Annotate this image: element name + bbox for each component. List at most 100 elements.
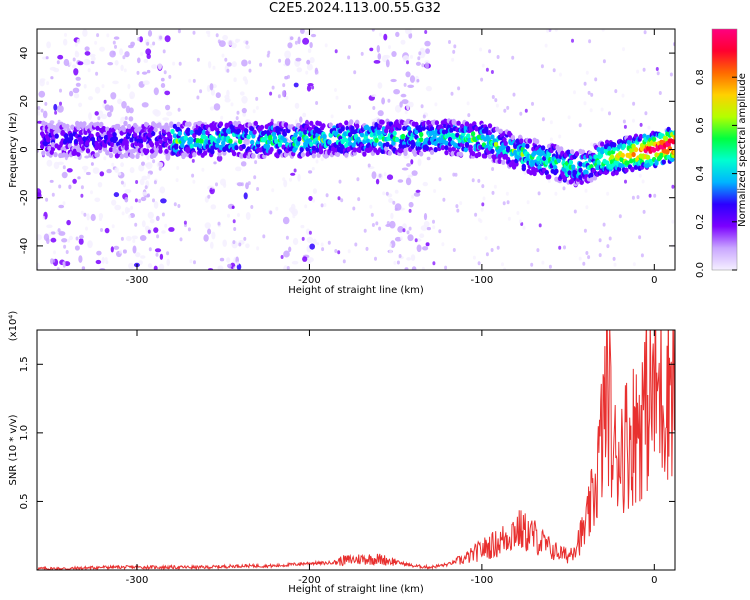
spectrogram-noise-cell — [132, 239, 136, 243]
spectrogram-ridge-cell — [158, 144, 163, 150]
spectrogram-noise-cell — [491, 167, 495, 171]
spectrogram-noise-cell — [142, 80, 150, 85]
spectrogram-noise-cell — [80, 193, 84, 198]
spectrogram-noise-cell — [365, 246, 369, 251]
spectrogram-noise-cell — [614, 89, 618, 94]
spectrogram-ridge-cell — [493, 141, 499, 147]
spectrogram-noise-cell — [125, 236, 132, 242]
spectrogram-noise-cell — [158, 263, 165, 270]
spectrogram-noise-cell — [411, 194, 415, 199]
spectrogram-ridge-cell — [387, 150, 392, 156]
spectrogram-ridge-cell — [221, 140, 226, 146]
spectrogram-ridge-cell — [95, 121, 100, 127]
spectrogram-noise-cell — [90, 60, 95, 65]
spectrogram-ridge-cell — [105, 150, 110, 156]
spectrogram-noise-cell — [75, 82, 81, 87]
spectrogram-noise-cell — [398, 254, 402, 258]
spectrogram-noise-cell — [642, 67, 646, 72]
spectrogram-noise-cell — [415, 189, 421, 193]
spectrogram-ridge-cell — [303, 129, 308, 135]
spectrogram-noise-cell — [275, 206, 279, 211]
spectrogram-noise-cell — [46, 41, 51, 49]
spectrogram-noise-cell — [524, 108, 528, 113]
spectrogram-noise-cell — [360, 51, 364, 56]
spectrogram-noise-cell — [46, 81, 50, 86]
spectrogram-noise-cell — [638, 235, 642, 240]
spectrogram-noise-cell — [143, 58, 149, 63]
spectrogram-noise-cell — [68, 61, 72, 66]
spectrogram-noise-cell — [425, 48, 430, 54]
spectrogram-noise-cell — [74, 245, 80, 251]
spectrogram-noise-cell — [177, 107, 181, 112]
spectrogram-noise-cell — [594, 77, 598, 82]
spectrogram-noise-cell — [375, 178, 380, 185]
spectrogram-ridge-cell — [186, 130, 191, 136]
spectrogram-noise-cell — [585, 251, 589, 255]
spectrogram-noise-cell — [377, 53, 382, 60]
spectrogram-noise-cell — [106, 33, 110, 38]
spectrogram-noise-cell — [196, 95, 200, 100]
spectrogram-ridge-cell — [102, 146, 108, 152]
spectrogram-noise-cell — [658, 91, 662, 95]
spectrogram-ridge-cell — [440, 145, 446, 151]
spectrogram-noise-cell — [114, 44, 117, 49]
spectrogram-noise-cell — [671, 184, 675, 189]
spectrogram-ridge-cell — [309, 141, 314, 147]
spectrogram-ridge-cell — [76, 125, 81, 131]
spectrogram-noise-cell — [127, 83, 131, 90]
spectrogram-ridge-cell — [76, 151, 81, 157]
spectrogram-noise-cell — [503, 267, 507, 270]
spectrogram-ridge-cell — [99, 121, 104, 127]
spectrogram-noise-cell — [99, 171, 105, 177]
spectrogram-ridge-cell — [259, 124, 265, 130]
spectrogram-noise-cell — [490, 70, 494, 74]
spectrogram-noise-cell — [548, 29, 552, 32]
spectrogram-noise-cell — [389, 220, 396, 229]
spectrogram-noise-cell — [159, 35, 163, 40]
spectrogram-ridge-cell — [616, 166, 622, 172]
spectrogram-noise-cell — [417, 56, 421, 61]
spectrogram-noise-cell — [114, 204, 122, 211]
spectrogram-ridge-cell — [433, 140, 438, 146]
spectrogram-noise-cell — [245, 119, 251, 124]
spectrogram-noise-cell — [56, 105, 64, 113]
spectrogram-noise-cell — [129, 91, 136, 100]
spectrogram-ridge-cell — [542, 155, 547, 161]
spectrogram-noise-cell — [383, 172, 387, 177]
spectrogram-noise-cell — [122, 55, 126, 60]
spectrogram-noise-cell — [583, 81, 587, 86]
spectrogram-noise-cell — [68, 235, 73, 241]
spectrogram-noise-cell — [206, 85, 211, 92]
spectrogram-noise-cell — [420, 104, 424, 109]
spectrogram-ridge-cell — [297, 136, 302, 142]
spectrogram-noise-cell — [357, 197, 361, 202]
spectrogram-noise-cell — [76, 38, 81, 45]
spectrogram-noise-cell — [590, 92, 594, 97]
spectrogram-noise-cell — [481, 63, 485, 68]
spectrogram-noise-cell — [210, 88, 215, 96]
spectrogram-ridge-cell — [309, 120, 314, 126]
spectrogram-ridge-cell — [580, 149, 586, 155]
spectrogram-ridge-cell — [397, 123, 402, 129]
spectrogram-noise-cell — [83, 84, 87, 89]
spectrogram-noise-cell — [152, 198, 155, 203]
spectrogram-noise-cell — [130, 41, 136, 47]
spectrogram-noise-cell — [193, 260, 196, 265]
spectrogram-noise-cell — [166, 111, 173, 117]
spectrogram-noise-cell — [235, 166, 242, 172]
y-tick-label: 0 — [19, 146, 30, 152]
spectrogram-ridge-cell — [433, 147, 438, 153]
spectrogram-ridge-cell — [123, 120, 128, 126]
spectrogram-noise-cell — [211, 231, 216, 240]
spectrogram-noise-cell — [434, 102, 438, 107]
spectrogram-noise-cell — [83, 212, 87, 217]
spectrogram-noise-cell — [58, 231, 66, 236]
spectrogram-noise-cell — [315, 101, 319, 105]
spectrogram-noise-cell — [220, 178, 226, 186]
spectrogram-ridge-cell — [671, 138, 675, 144]
spectrogram-noise-cell — [394, 236, 402, 242]
spectrogram-noise-cell — [139, 235, 147, 241]
spectrogram-noise-cell — [622, 119, 626, 124]
spectrogram-noise-cell — [511, 55, 515, 60]
spectrogram-noise-cell — [377, 82, 383, 89]
